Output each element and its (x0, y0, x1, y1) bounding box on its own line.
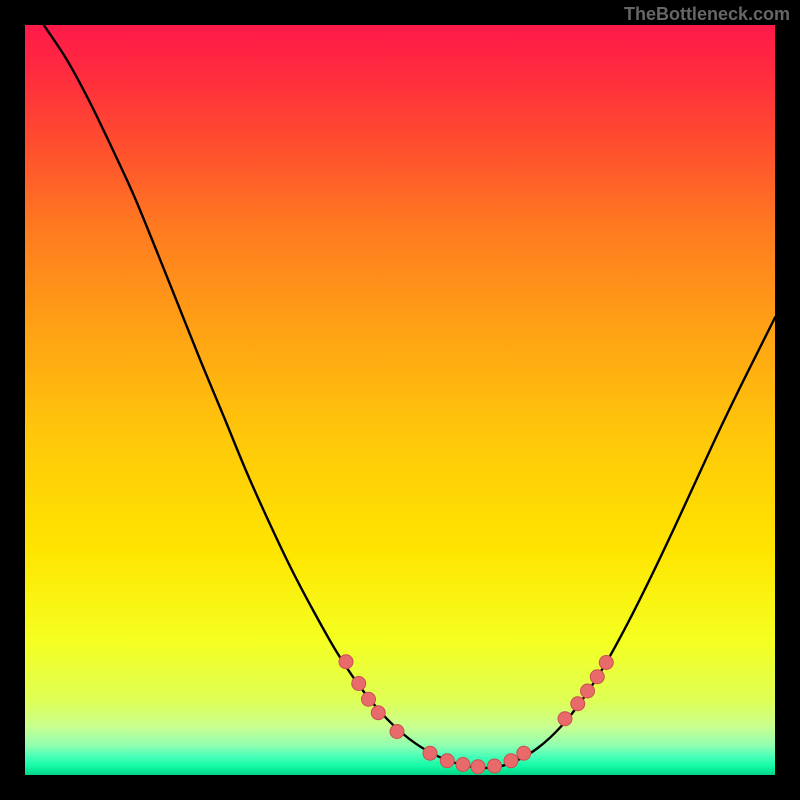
plot-area (25, 25, 775, 775)
chart-svg (25, 25, 775, 775)
marker-point (339, 655, 353, 669)
marker-point (471, 760, 485, 774)
marker-point (423, 746, 437, 760)
marker-point (590, 670, 604, 684)
marker-point (371, 706, 385, 720)
marker-point (504, 754, 518, 768)
gradient-background (25, 25, 775, 775)
marker-point (440, 754, 454, 768)
marker-point (488, 759, 502, 773)
marker-point (571, 697, 585, 711)
marker-point (558, 712, 572, 726)
marker-point (362, 692, 376, 706)
marker-point (352, 677, 366, 691)
marker-point (517, 746, 531, 760)
marker-point (599, 656, 613, 670)
chart-container: TheBottleneck.com (0, 0, 800, 800)
marker-point (581, 684, 595, 698)
marker-point (390, 725, 404, 739)
watermark-text: TheBottleneck.com (624, 4, 790, 25)
marker-point (456, 758, 470, 772)
